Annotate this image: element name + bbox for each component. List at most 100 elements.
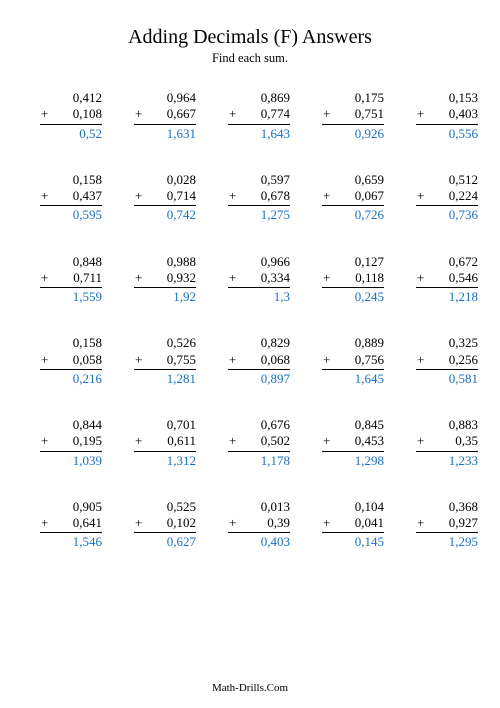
addend-2: 0,711 bbox=[48, 270, 102, 286]
addend-row: +0,774 bbox=[228, 106, 290, 124]
addend-row: +0,256 bbox=[416, 352, 478, 370]
plus-sign: + bbox=[416, 433, 424, 449]
addend-row: +0,068 bbox=[228, 352, 290, 370]
addend-1: 0,883 bbox=[416, 417, 478, 433]
addend-1: 0,829 bbox=[228, 335, 290, 351]
addend-2: 0,195 bbox=[48, 433, 102, 449]
addend-2: 0,667 bbox=[142, 106, 196, 122]
addend-row: +0,437 bbox=[40, 188, 102, 206]
addition-problem: 0,153+0,4030,556 bbox=[398, 90, 478, 142]
addition-problem: 0,829+0,0680,897 bbox=[210, 335, 290, 387]
addend-1: 0,597 bbox=[228, 172, 290, 188]
addend-row: +0,108 bbox=[40, 106, 102, 124]
answer: 1,218 bbox=[416, 288, 478, 305]
plus-sign: + bbox=[134, 352, 142, 368]
addend-1: 0,845 bbox=[322, 417, 384, 433]
addend-2: 0,774 bbox=[236, 106, 290, 122]
addend-row: +0,224 bbox=[416, 188, 478, 206]
plus-sign: + bbox=[40, 433, 48, 449]
plus-sign: + bbox=[134, 270, 142, 286]
addend-2: 0,927 bbox=[424, 515, 478, 531]
answer: 1,631 bbox=[134, 125, 196, 142]
answer: 0,52 bbox=[40, 125, 102, 142]
addition-problem: 0,325+0,2560,581 bbox=[398, 335, 478, 387]
addend-1: 0,013 bbox=[228, 499, 290, 515]
answer: 0,897 bbox=[228, 370, 290, 387]
plus-sign: + bbox=[416, 515, 424, 531]
problem-grid: 0,412+0,1080,520,964+0,6671,6310,869+0,7… bbox=[22, 90, 478, 551]
addition-problem: 0,883+0,35 1,233 bbox=[398, 417, 478, 469]
addend-row: +0,755 bbox=[134, 352, 196, 370]
addition-problem: 0,964+0,6671,631 bbox=[116, 90, 196, 142]
answer: 1,312 bbox=[134, 452, 196, 469]
addend-2: 0,224 bbox=[424, 188, 478, 204]
addend-row: +0,334 bbox=[228, 270, 290, 288]
addition-problem: 0,676+0,5021,178 bbox=[210, 417, 290, 469]
answer: 0,736 bbox=[416, 206, 478, 223]
addend-1: 0,368 bbox=[416, 499, 478, 515]
addition-problem: 0,701+0,6111,312 bbox=[116, 417, 196, 469]
addend-row: +0,714 bbox=[134, 188, 196, 206]
addend-row: +0,678 bbox=[228, 188, 290, 206]
addend-2: 0,256 bbox=[424, 352, 478, 368]
plus-sign: + bbox=[228, 352, 236, 368]
page-subtitle: Find each sum. bbox=[22, 51, 478, 66]
answer: 0,926 bbox=[322, 125, 384, 142]
plus-sign: + bbox=[40, 106, 48, 122]
addend-2: 0,932 bbox=[142, 270, 196, 286]
addend-2: 0,35 bbox=[424, 433, 478, 449]
plus-sign: + bbox=[416, 188, 424, 204]
addition-problem: 0,869+0,7741,643 bbox=[210, 90, 290, 142]
addend-2: 0,546 bbox=[424, 270, 478, 286]
addend-2: 0,641 bbox=[48, 515, 102, 531]
addition-problem: 0,412+0,1080,52 bbox=[22, 90, 102, 142]
addend-row: +0,058 bbox=[40, 352, 102, 370]
addend-row: +0,756 bbox=[322, 352, 384, 370]
plus-sign: + bbox=[416, 352, 424, 368]
plus-sign: + bbox=[322, 270, 330, 286]
addend-row: +0,641 bbox=[40, 515, 102, 533]
addition-problem: 0,158+0,4370,595 bbox=[22, 172, 102, 224]
addition-problem: 0,844+0,1951,039 bbox=[22, 417, 102, 469]
addend-2: 0,502 bbox=[236, 433, 290, 449]
addend-row: +0,403 bbox=[416, 106, 478, 124]
answer: 1,92 bbox=[134, 288, 196, 305]
addition-problem: 0,512+0,2240,736 bbox=[398, 172, 478, 224]
addend-row: +0,927 bbox=[416, 515, 478, 533]
addend-2: 0,751 bbox=[330, 106, 384, 122]
plus-sign: + bbox=[40, 188, 48, 204]
addend-1: 0,869 bbox=[228, 90, 290, 106]
plus-sign: + bbox=[228, 106, 236, 122]
plus-sign: + bbox=[416, 270, 424, 286]
answer: 1,233 bbox=[416, 452, 478, 469]
addend-2: 0,755 bbox=[142, 352, 196, 368]
addition-problem: 0,158+0,0580,216 bbox=[22, 335, 102, 387]
answer: 0,403 bbox=[228, 533, 290, 550]
answer: 1,3 bbox=[228, 288, 290, 305]
answer: 0,245 bbox=[322, 288, 384, 305]
addend-2: 0,453 bbox=[330, 433, 384, 449]
answer: 1,298 bbox=[322, 452, 384, 469]
addend-1: 0,412 bbox=[40, 90, 102, 106]
addend-1: 0,889 bbox=[322, 335, 384, 351]
addend-1: 0,512 bbox=[416, 172, 478, 188]
addend-1: 0,676 bbox=[228, 417, 290, 433]
addend-2: 0,108 bbox=[48, 106, 102, 122]
addition-problem: 0,845+0,4531,298 bbox=[304, 417, 384, 469]
addend-row: +0,118 bbox=[322, 270, 384, 288]
addition-problem: 0,597+0,6781,275 bbox=[210, 172, 290, 224]
answer: 0,581 bbox=[416, 370, 478, 387]
addend-1: 0,672 bbox=[416, 254, 478, 270]
addend-1: 0,848 bbox=[40, 254, 102, 270]
addend-row: +0,711 bbox=[40, 270, 102, 288]
answer: 0,556 bbox=[416, 125, 478, 142]
page-title: Adding Decimals (F) Answers bbox=[22, 26, 478, 49]
addend-1: 0,526 bbox=[134, 335, 196, 351]
addend-1: 0,153 bbox=[416, 90, 478, 106]
addend-2: 0,714 bbox=[142, 188, 196, 204]
addition-problem: 0,028+0,7140,742 bbox=[116, 172, 196, 224]
worksheet-page: Adding Decimals (F) Answers Find each su… bbox=[0, 0, 500, 561]
answer: 0,595 bbox=[40, 206, 102, 223]
addend-row: +0,102 bbox=[134, 515, 196, 533]
addition-problem: 0,104+0,0410,145 bbox=[304, 499, 384, 551]
